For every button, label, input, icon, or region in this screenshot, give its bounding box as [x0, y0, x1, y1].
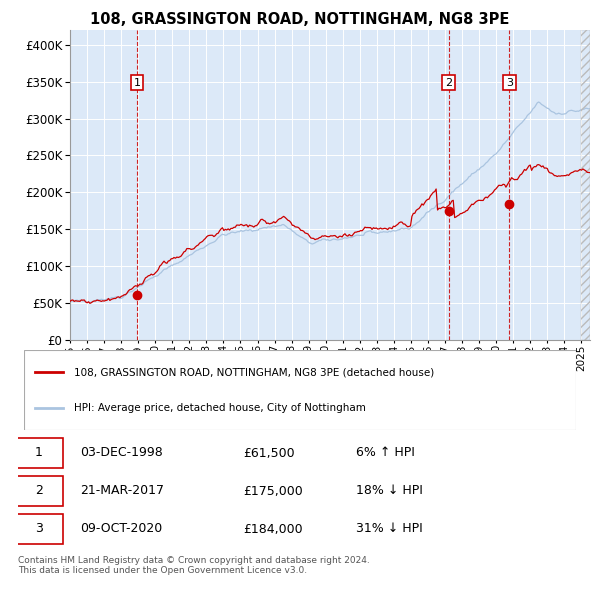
Text: 1: 1 [35, 447, 43, 460]
Text: £175,000: £175,000 [244, 484, 304, 497]
Text: 3: 3 [35, 523, 43, 536]
Text: 1: 1 [133, 78, 140, 88]
FancyBboxPatch shape [15, 476, 63, 506]
Text: 108, GRASSINGTON ROAD, NOTTINGHAM, NG8 3PE (detached house): 108, GRASSINGTON ROAD, NOTTINGHAM, NG8 3… [74, 368, 434, 378]
FancyBboxPatch shape [15, 514, 63, 543]
Text: Contains HM Land Registry data © Crown copyright and database right 2024.
This d: Contains HM Land Registry data © Crown c… [18, 556, 370, 575]
FancyBboxPatch shape [15, 438, 63, 468]
Text: 21-MAR-2017: 21-MAR-2017 [80, 484, 164, 497]
Text: 18% ↓ HPI: 18% ↓ HPI [356, 484, 423, 497]
Text: £184,000: £184,000 [244, 523, 303, 536]
Text: 09-OCT-2020: 09-OCT-2020 [80, 523, 162, 536]
Text: 2: 2 [35, 484, 43, 497]
Text: 108, GRASSINGTON ROAD, NOTTINGHAM, NG8 3PE: 108, GRASSINGTON ROAD, NOTTINGHAM, NG8 3… [91, 12, 509, 27]
Text: £61,500: £61,500 [244, 447, 295, 460]
Text: 6% ↑ HPI: 6% ↑ HPI [356, 447, 415, 460]
Text: 03-DEC-1998: 03-DEC-1998 [80, 447, 163, 460]
Text: HPI: Average price, detached house, City of Nottingham: HPI: Average price, detached house, City… [74, 402, 365, 412]
Text: 31% ↓ HPI: 31% ↓ HPI [356, 523, 423, 536]
Text: 3: 3 [506, 78, 513, 88]
Text: Price paid vs. HM Land Registry's House Price Index (HPI): Price paid vs. HM Land Registry's House … [121, 46, 479, 59]
Text: 2: 2 [445, 78, 452, 88]
